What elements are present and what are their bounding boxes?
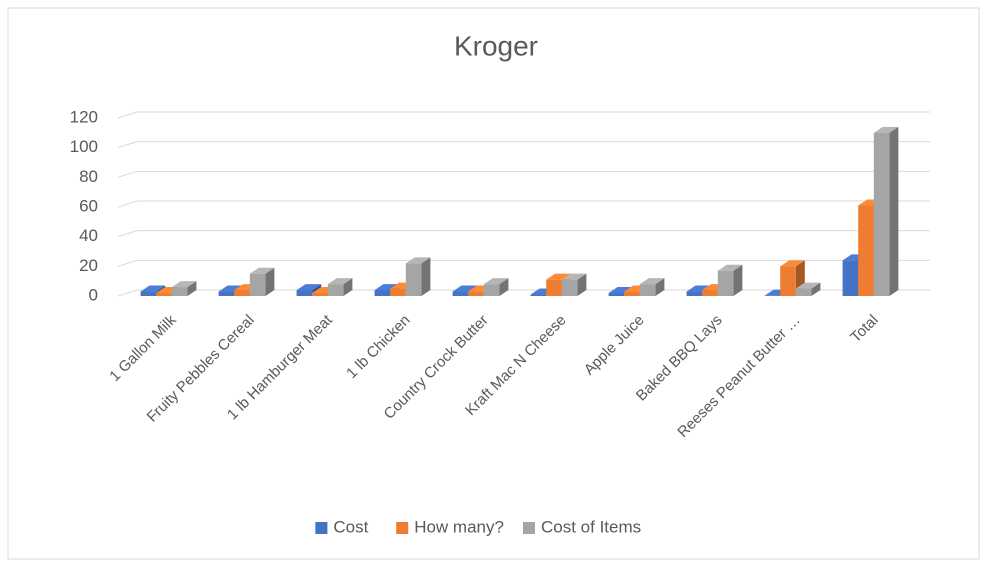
bar-top (483, 278, 509, 285)
bar-top (873, 126, 899, 133)
bar (858, 205, 874, 296)
bar (312, 293, 328, 296)
bar (218, 291, 235, 296)
bar-top (717, 264, 743, 271)
bar-side (655, 278, 665, 296)
bar (374, 290, 391, 296)
chart-title: Kroger (454, 30, 538, 61)
grid-line (117, 141, 930, 149)
bar (156, 293, 172, 296)
legend-swatch (523, 522, 535, 534)
bar-top (452, 285, 478, 292)
bar-top (249, 267, 275, 274)
bar (390, 288, 406, 296)
y-tick-label: 60 (79, 196, 98, 215)
bar (452, 291, 469, 296)
bar (717, 270, 734, 296)
bar-side (889, 126, 899, 296)
bar-side (499, 278, 509, 296)
bar (686, 291, 703, 296)
grid-line (117, 289, 930, 297)
bar (624, 291, 640, 296)
bar (171, 287, 188, 296)
bar-side (343, 278, 353, 296)
bar (561, 279, 578, 296)
bar (780, 266, 796, 296)
bar (140, 291, 157, 296)
bar-side (577, 273, 587, 296)
legend-label: Cost of Items (541, 517, 641, 536)
bar-top (327, 278, 353, 285)
bar (546, 279, 562, 296)
y-tick-label: 80 (79, 167, 98, 186)
bar (327, 284, 344, 296)
bar (608, 293, 625, 296)
bar (702, 290, 718, 296)
legend-swatch (396, 522, 409, 534)
bar (468, 291, 484, 296)
bar-side (733, 264, 743, 296)
bar-top (795, 282, 821, 289)
grid-line (117, 200, 930, 208)
bar (483, 284, 500, 296)
bar-top (686, 285, 712, 292)
y-tick-label: 100 (70, 137, 98, 156)
bar-side (187, 281, 197, 296)
bar (530, 294, 547, 296)
bar-side (265, 267, 275, 296)
bar (842, 260, 859, 296)
bar-top (608, 287, 634, 294)
grid-line (117, 170, 930, 178)
y-tick-label: 20 (79, 256, 98, 275)
bar-top (374, 284, 400, 291)
bar-top (639, 278, 665, 285)
grid-line (117, 259, 930, 267)
grid-line (117, 230, 930, 238)
bar (795, 288, 812, 296)
bar (405, 263, 422, 296)
bar-side (811, 282, 821, 296)
legend-swatch (315, 522, 328, 534)
legend-label: Cost (333, 517, 368, 536)
y-tick-label: 120 (70, 107, 98, 126)
bar (234, 290, 250, 296)
bar-top (171, 281, 197, 288)
y-tick-label: 0 (89, 285, 98, 304)
bar-side (421, 257, 431, 296)
bar (873, 132, 890, 296)
bar (249, 273, 266, 296)
bar-top (296, 284, 322, 291)
bar-top (218, 285, 244, 292)
bar-top (561, 273, 587, 280)
bar (296, 290, 313, 296)
bar-top (546, 273, 571, 280)
y-tick-label: 40 (79, 226, 98, 245)
bar-top (405, 257, 431, 264)
bar (639, 284, 656, 296)
legend-label: How many? (414, 517, 504, 536)
bar-top (780, 260, 805, 267)
bar-top (140, 285, 166, 292)
grid-line (117, 111, 930, 119)
